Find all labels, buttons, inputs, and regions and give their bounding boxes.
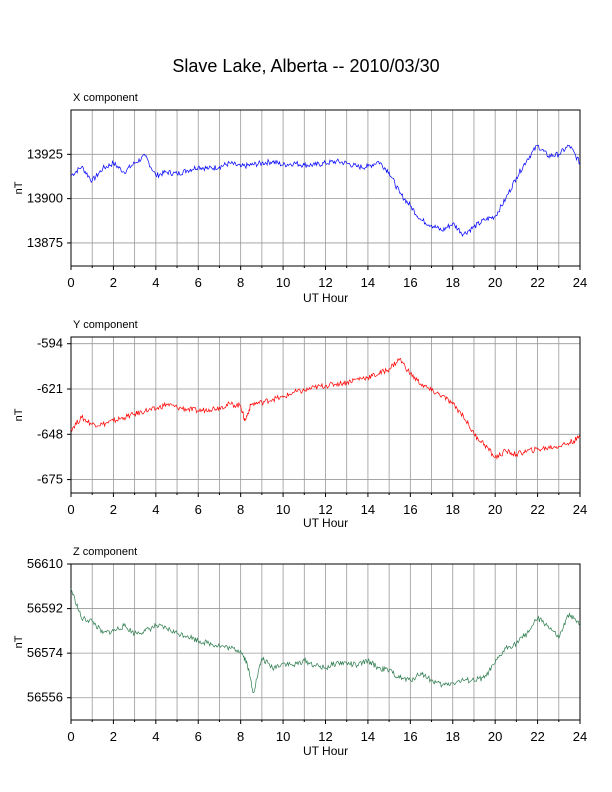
y-axis-label: nT	[13, 181, 25, 194]
x-tick-label: 6	[195, 275, 202, 290]
x-tick-label: 4	[152, 275, 159, 290]
x-tick-label: 16	[403, 275, 417, 290]
x-tick-label: 20	[488, 275, 502, 290]
x-tick-label: 16	[403, 729, 417, 744]
x-tick-label: 10	[276, 502, 290, 517]
x-tick-label: 12	[318, 502, 332, 517]
x-tick-label: 8	[237, 275, 244, 290]
chart-title: Slave Lake, Alberta -- 2010/03/30	[172, 56, 440, 76]
x-tick-label: 6	[195, 502, 202, 517]
y-tick-label: -675	[37, 472, 63, 487]
x-tick-label: 0	[67, 502, 74, 517]
x-tick-label: 18	[446, 275, 460, 290]
series-line	[70, 588, 581, 694]
x-axis-label: UT Hour	[303, 516, 348, 530]
x-tick-label: 10	[276, 275, 290, 290]
x-tick-label: 12	[318, 729, 332, 744]
y-tick-label: -621	[37, 381, 63, 396]
x-tick-label: 0	[67, 275, 74, 290]
y-axis-label: nT	[13, 408, 25, 421]
x-tick-label: 20	[488, 502, 502, 517]
x-tick-label: 6	[195, 729, 202, 744]
x-tick-label: 4	[152, 729, 159, 744]
x-tick-label: 22	[530, 502, 544, 517]
x-axis-label: UT Hour	[303, 291, 348, 305]
y-tick-label: 56592	[27, 601, 63, 616]
y-axis-label: nT	[13, 635, 25, 648]
x-tick-label: 18	[446, 502, 460, 517]
x-tick-label: 24	[573, 275, 587, 290]
x-tick-label: 2	[110, 502, 117, 517]
y-tick-label: 56610	[27, 556, 63, 571]
y-tick-label: 56556	[27, 690, 63, 705]
x-tick-label: 2	[110, 275, 117, 290]
x-tick-label: 14	[361, 275, 375, 290]
panel-title: X component	[73, 92, 138, 104]
x-tick-label: 18	[446, 729, 460, 744]
series-line	[70, 357, 581, 460]
x-tick-label: 22	[530, 729, 544, 744]
x-tick-label: 2	[110, 729, 117, 744]
x-tick-label: 8	[237, 729, 244, 744]
y-tick-label: -594	[37, 336, 63, 351]
x-tick-label: 24	[573, 729, 587, 744]
y-tick-label: 13875	[27, 235, 63, 250]
series-line	[70, 144, 581, 237]
y-tick-label: 13900	[27, 191, 63, 206]
x-tick-label: 14	[361, 502, 375, 517]
x-tick-label: 14	[361, 729, 375, 744]
x-tick-label: 22	[530, 275, 544, 290]
y-tick-label: 56574	[27, 645, 63, 660]
x-tick-label: 10	[276, 729, 290, 744]
panel-title: Z component	[73, 546, 137, 558]
y-tick-label: -648	[37, 426, 63, 441]
x-tick-label: 4	[152, 502, 159, 517]
x-tick-label: 16	[403, 502, 417, 517]
x-tick-label: 20	[488, 729, 502, 744]
y-tick-label: 13925	[27, 146, 63, 161]
x-tick-label: 0	[67, 729, 74, 744]
panel-title: Y component	[73, 319, 138, 331]
x-tick-label: 12	[318, 275, 332, 290]
x-tick-label: 24	[573, 502, 587, 517]
x-axis-label: UT Hour	[303, 744, 348, 758]
x-tick-label: 8	[237, 502, 244, 517]
